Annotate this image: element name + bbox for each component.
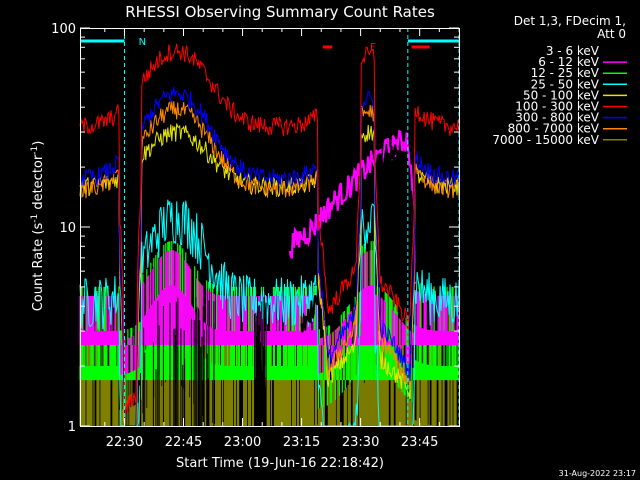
legend-label: 25 - 50 keV (531, 77, 600, 91)
data-layer (79, 43, 460, 427)
y-label-sup1: -1 (30, 214, 40, 223)
legend-label: 800 - 7000 keV (508, 122, 600, 136)
y-label-main: Count Rate (s (31, 223, 46, 312)
legend-label: 300 - 800 keV (515, 111, 599, 125)
series-50-100-kev-line (79, 123, 460, 427)
series-800-7000-kev-line (79, 101, 460, 427)
series-300-800-kev-line (79, 86, 460, 427)
y-tick-label: 1 (68, 420, 76, 435)
x-tick-label: 23:30 (342, 435, 379, 450)
legend-label: 100 - 300 keV (515, 100, 599, 114)
legend-label: 50 - 100 keV (523, 88, 600, 102)
legend-header-line: Att 0 (597, 27, 626, 41)
legend-label: 12 - 25 keV (531, 66, 600, 80)
x-tick-label: 22:45 (165, 435, 202, 450)
flag-n-label: N (139, 37, 146, 48)
y-label-mid: detector (31, 154, 46, 214)
x-tick-label: 22:30 (106, 435, 143, 450)
y-label-end: ) (31, 141, 46, 146)
axes-layer: 22:30 22:45 23:00 23:15 23:30 23:45 1 10 100 (51, 22, 459, 450)
x-axis-label: Start Time (19-Jun-16 22:18:42) (176, 456, 384, 471)
x-tick-label: 23:00 (224, 435, 261, 450)
y-tick-label: 100 (51, 22, 76, 37)
legend-header-line: Det 1,3, FDecim 1, (514, 14, 626, 28)
timestamp: 31-Aug-2022 23:17 (559, 469, 636, 478)
legend-label: 7000 - 15000 keV (492, 133, 599, 147)
legend-label: 3 - 6 keV (546, 44, 600, 58)
y-label-sup2: -1 (30, 146, 40, 155)
x-tick-label: 23:15 (283, 435, 320, 450)
series-100-300-kev-line (79, 43, 460, 414)
chart-title: RHESSI Observing Summary Count Rates (125, 3, 435, 21)
x-tick-label: 23:45 (401, 435, 438, 450)
y-axis-label: Count Rate (s-1 detector-1) (30, 141, 46, 312)
series-6-12-kev-rise (288, 129, 416, 284)
series-3-6-kev-spikes (139, 296, 267, 426)
legend-label: 6 - 12 keV (538, 55, 600, 69)
y-tick-label: 10 (59, 221, 76, 236)
flag-f-label: F (370, 42, 376, 53)
